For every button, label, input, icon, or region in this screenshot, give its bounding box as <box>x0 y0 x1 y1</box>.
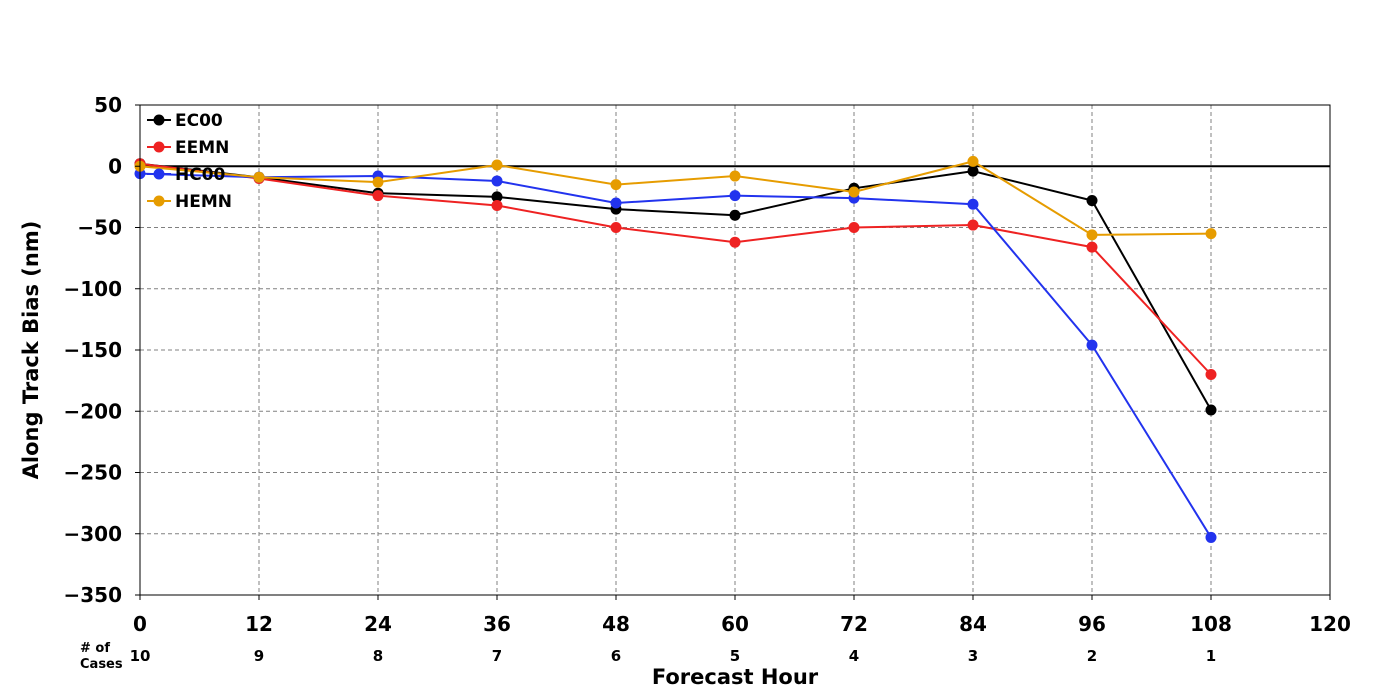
data-point-hc00 <box>729 190 741 202</box>
legend-marker <box>153 168 165 180</box>
data-point-eemn <box>1086 241 1098 253</box>
grid-lines <box>140 105 1330 595</box>
x-tick-label: 24 <box>364 612 392 636</box>
data-point-hc00 <box>491 175 503 187</box>
legend-label: EEMN <box>175 138 229 158</box>
data-point-hemn <box>848 186 860 198</box>
cases-count: 6 <box>611 647 621 665</box>
y-tick-label: −350 <box>63 583 122 607</box>
legend-item-hemn: HEMN <box>147 192 232 212</box>
cases-count: 1 <box>1206 647 1216 665</box>
data-point-hemn <box>1205 228 1217 240</box>
legend-marker <box>153 141 165 153</box>
data-point-hc00 <box>610 197 622 209</box>
cases-count: 8 <box>373 647 383 665</box>
cases-row: 10 9 8 7 6 5 4 3 2 1 <box>130 647 1217 665</box>
legend-marker <box>153 114 165 126</box>
cases-count: 2 <box>1087 647 1097 665</box>
x-tick-label: 72 <box>840 612 868 636</box>
data-point-ec00 <box>1205 404 1217 416</box>
x-tick-label: 36 <box>483 612 511 636</box>
data-point-hc00 <box>967 198 979 210</box>
series-ec00 <box>134 158 1217 416</box>
legend-item-eemn: EEMN <box>147 138 229 158</box>
x-tick-label: 84 <box>959 612 987 636</box>
x-axis-label: Forecast Hour <box>652 665 819 689</box>
x-tick-label: 120 <box>1309 612 1351 636</box>
y-axis-ticks: 50 0 −50 −100 −150 −200 −250 −300 −350 <box>63 93 140 607</box>
cases-count: 7 <box>492 647 502 665</box>
data-point-ec00 <box>729 209 741 221</box>
legend-label: HEMN <box>175 192 232 212</box>
x-tick-label: 96 <box>1078 612 1106 636</box>
y-tick-label: −250 <box>63 461 122 485</box>
data-point-hc00 <box>1205 531 1217 543</box>
data-point-eemn <box>967 219 979 231</box>
data-point-hemn <box>967 155 979 167</box>
legend-item-ec00: EC00 <box>147 111 223 131</box>
legend-label: EC00 <box>175 111 223 131</box>
legend-marker <box>153 195 165 207</box>
data-point-eemn <box>729 236 741 248</box>
series-lines <box>134 155 1217 543</box>
x-tick-label: 12 <box>245 612 273 636</box>
cases-count: 9 <box>254 647 264 665</box>
y-tick-label: −200 <box>63 399 122 423</box>
legend: EC00 EEMN HC00 HEMN <box>147 111 232 212</box>
series-line-eemn <box>139 162 1212 376</box>
series-line-hemn <box>139 160 1212 236</box>
cases-count: 5 <box>730 647 740 665</box>
data-point-eemn <box>1205 369 1217 380</box>
series-line-ec00 <box>139 162 1212 411</box>
y-axis-label: Along Track Bias (nm) <box>19 221 43 480</box>
data-point-hemn <box>372 176 384 188</box>
cases-count: 10 <box>130 647 151 665</box>
data-point-hemn <box>253 171 265 183</box>
series-hc00 <box>134 168 1217 543</box>
cases-title: # of Cases <box>80 641 123 672</box>
data-point-eemn <box>372 190 384 202</box>
data-point-eemn <box>848 222 860 233</box>
x-tick-label: 48 <box>602 612 630 636</box>
data-point-ec00 <box>1086 195 1098 207</box>
series-hemn <box>134 155 1217 241</box>
y-tick-label: −300 <box>63 522 122 546</box>
x-tick-label: 108 <box>1190 612 1232 636</box>
data-point-eemn <box>491 199 503 211</box>
y-tick-label: −100 <box>63 277 122 301</box>
data-point-hc00 <box>1086 339 1098 351</box>
data-point-hemn <box>729 170 741 182</box>
cases-count: 3 <box>968 647 978 665</box>
cases-count: 4 <box>849 647 859 665</box>
y-tick-label: −150 <box>63 338 122 362</box>
x-tick-label: 0 <box>133 612 147 636</box>
data-point-ec00 <box>967 165 979 177</box>
legend-item-hc00: HC00 <box>147 165 226 185</box>
data-point-hemn <box>610 179 622 191</box>
data-point-hemn <box>491 159 503 171</box>
data-point-ec00 <box>491 191 503 203</box>
data-point-hemn <box>1086 229 1098 241</box>
x-tick-label: 60 <box>721 612 749 636</box>
y-tick-label: 0 <box>108 154 122 178</box>
series-line-hc00 <box>139 172 1212 538</box>
y-tick-label: −50 <box>77 216 122 240</box>
legend-label: HC00 <box>175 165 226 185</box>
y-tick-label: 50 <box>94 93 122 117</box>
data-point-eemn <box>610 222 622 233</box>
x-axis-ticks: 0 12 24 36 48 60 72 84 96 108 120 <box>133 595 1351 636</box>
